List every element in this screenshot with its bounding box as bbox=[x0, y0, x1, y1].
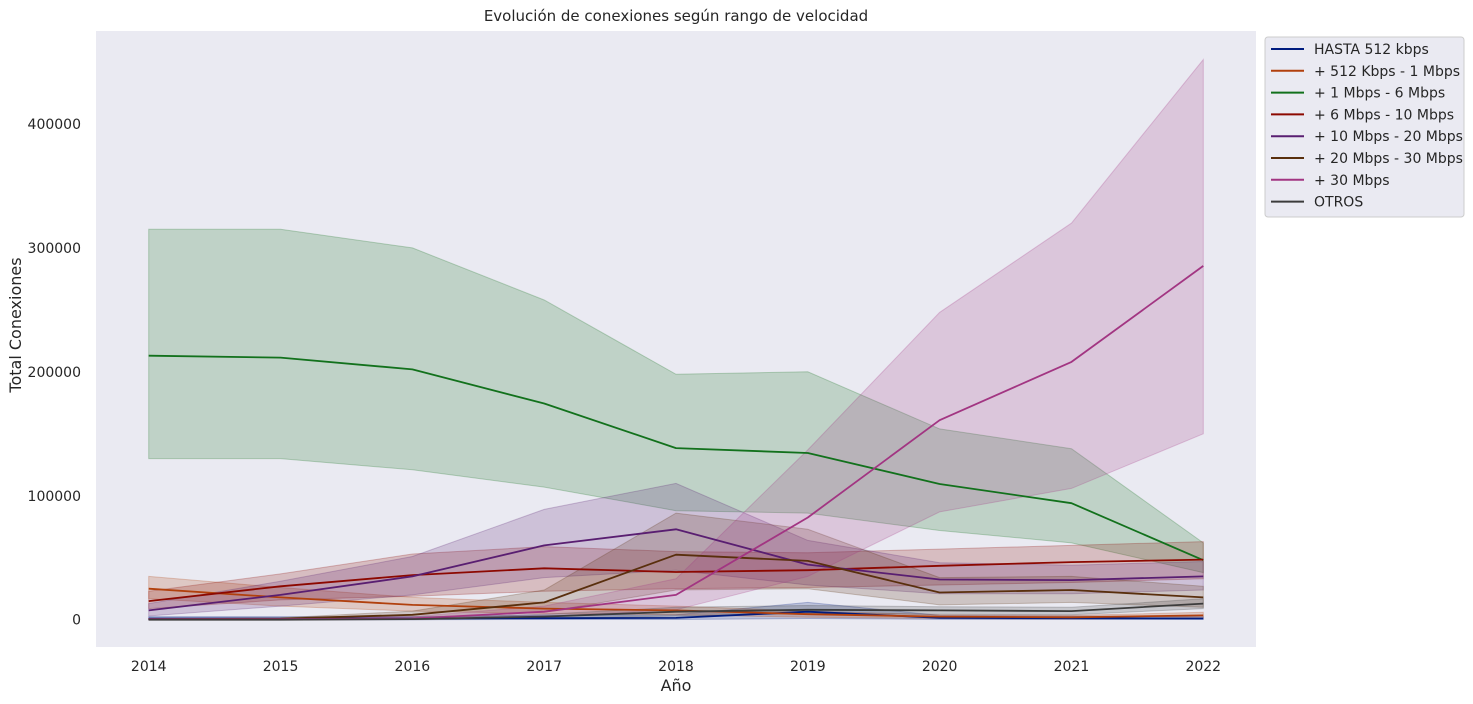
series-line-4 bbox=[148, 528, 1204, 612]
x-tick-label: 2021 bbox=[1054, 659, 1090, 675]
legend: HASTA 512 kbps + 512 Kbps - 1 Mbps + 1 Mbp… bbox=[1264, 36, 1465, 218]
x-tick-label: 2016 bbox=[395, 659, 431, 675]
legend-label: + 30 Mbps bbox=[1314, 173, 1390, 189]
y-axis-ticks: 0 100000 200000 300000 400000 bbox=[28, 117, 81, 629]
legend-label: OTROS bbox=[1314, 195, 1363, 211]
x-tick-label: 2014 bbox=[131, 659, 167, 675]
legend-label: + 6 Mbps - 10 Mbps bbox=[1314, 107, 1454, 123]
y-axis-label: Total Conexiones bbox=[6, 257, 25, 393]
series-lines bbox=[148, 265, 1204, 621]
legend-label: + 512 Kbps - 1 Mbps bbox=[1314, 64, 1460, 80]
series-line-3 bbox=[148, 558, 1204, 602]
legend-label: + 10 Mbps - 20 Mbps bbox=[1314, 129, 1463, 145]
x-tick-label: 2015 bbox=[263, 659, 299, 675]
x-axis-label: Año bbox=[661, 676, 692, 695]
plot-area bbox=[96, 31, 1256, 647]
legend-label: HASTA 512 kbps bbox=[1314, 42, 1429, 58]
y-tick-label: 400000 bbox=[28, 117, 81, 133]
x-tick-label: 2017 bbox=[526, 659, 562, 675]
x-tick-label: 2022 bbox=[1185, 659, 1221, 675]
series-line-1 bbox=[148, 587, 1204, 619]
chart-title: Evolución de conexiones según rango de v… bbox=[484, 7, 868, 25]
series-line-2 bbox=[148, 354, 1204, 562]
legend-box bbox=[1264, 36, 1465, 218]
x-tick-label: 2020 bbox=[922, 659, 958, 675]
x-tick-label: 2019 bbox=[790, 659, 826, 675]
legend-label: + 1 Mbps - 6 Mbps bbox=[1314, 86, 1445, 102]
y-tick-label: 200000 bbox=[28, 365, 81, 381]
confidence-band-2 bbox=[148, 228, 1204, 574]
confidence-band-4 bbox=[148, 482, 1204, 617]
y-tick-label: 0 bbox=[72, 613, 81, 629]
x-axis-ticks: 2014 2015 2016 2017 2018 2019 2020 2021 2022 bbox=[131, 659, 1221, 675]
x-tick-label: 2018 bbox=[658, 659, 694, 675]
legend-label: + 20 Mbps - 30 Mbps bbox=[1314, 151, 1463, 167]
confidence-band-3 bbox=[148, 541, 1204, 610]
series-line-5 bbox=[148, 553, 1204, 620]
y-tick-label: 300000 bbox=[28, 241, 81, 257]
series-line-7 bbox=[148, 602, 1204, 621]
y-tick-label: 100000 bbox=[28, 489, 81, 505]
